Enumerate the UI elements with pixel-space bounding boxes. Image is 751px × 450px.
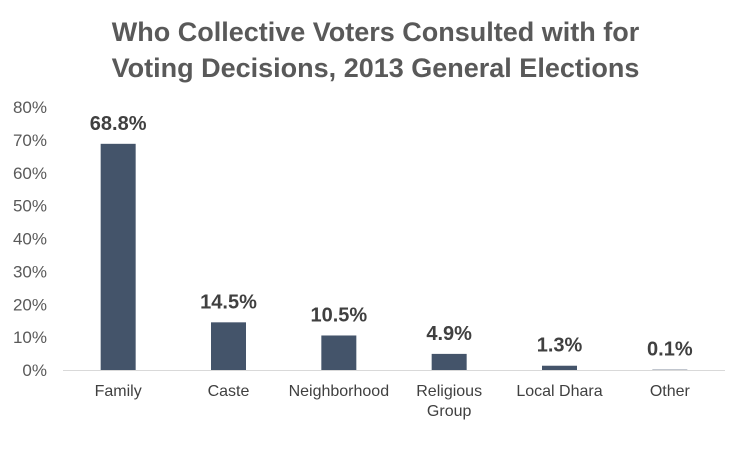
x-tick-label: Neighborhood (289, 383, 390, 400)
y-tick-label: 10% (13, 328, 47, 347)
bar (100, 143, 136, 370)
y-tick-label: 0% (22, 361, 47, 380)
y-tick-label: 80% (13, 98, 47, 117)
chart-title: Who Collective Voters Consulted with for… (0, 14, 751, 86)
x-tick-label: Other (650, 383, 691, 400)
y-tick-label: 20% (13, 295, 47, 314)
bar (542, 365, 577, 370)
x-tick-label: Family (95, 383, 142, 400)
bar (211, 322, 246, 370)
data-label: 4.9% (426, 323, 472, 345)
y-tick-label: 30% (13, 262, 47, 281)
y-tick-label: 50% (13, 197, 47, 216)
bars (100, 143, 688, 371)
chart-title-line-2: Voting Decisions, 2013 General Elections (111, 53, 640, 83)
y-tick-label: 70% (13, 131, 47, 150)
x-tick-label: Local Dhara (516, 383, 602, 400)
y-tick-label: 40% (13, 230, 47, 249)
data-label: 0.1% (647, 339, 693, 361)
x-tick-label: Religious (416, 383, 482, 400)
x-tick-label: Caste (208, 383, 250, 400)
bar (431, 353, 467, 370)
data-label: 14.5% (200, 291, 257, 313)
x-axis: Family Caste Neighborhood Religious Group Loc… (63, 370, 725, 420)
y-tick-label: 60% (13, 164, 47, 183)
data-label: 1.3% (537, 335, 583, 357)
data-label: 68.8% (90, 113, 147, 135)
y-axis: 0% 10% 20% 30% 40% 50% 60% 70% 80% (13, 98, 47, 380)
data-labels: 68.8% 14.5% 10.5% 4.9% 1.3% 0.1% (90, 113, 693, 361)
data-label: 10.5% (310, 304, 367, 326)
chart-title-line-1: Who Collective Voters Consulted with for (111, 17, 640, 47)
x-tick-label: Group (427, 403, 472, 420)
bar (321, 335, 357, 370)
bar (652, 369, 688, 371)
